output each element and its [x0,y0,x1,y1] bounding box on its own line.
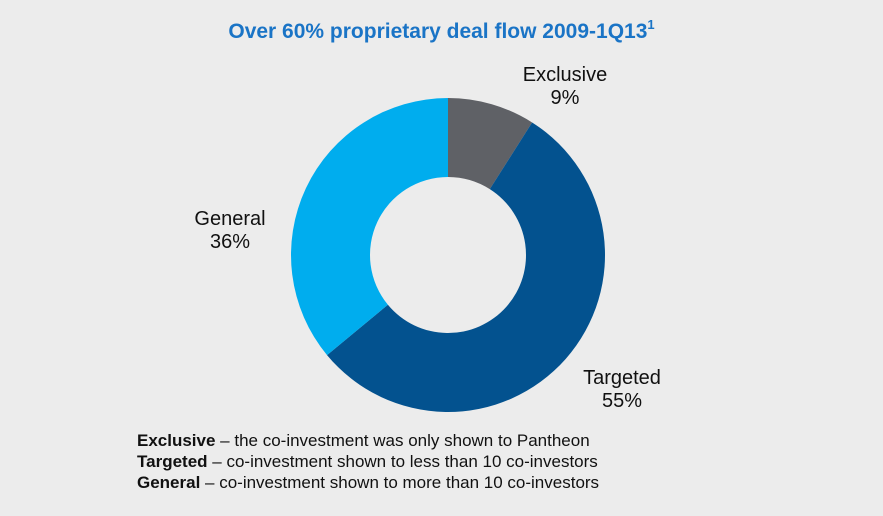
label-general: General 36% [175,208,285,254]
label-exclusive-value: 9% [550,87,580,109]
footnotes: Exclusive – the co-investment was only s… [137,430,599,493]
title-footnote-marker: 1 [647,17,655,32]
footnote-exclusive-term: Exclusive [137,431,216,450]
chart-title: Over 60% proprietary deal flow 2009-1Q13… [0,17,883,44]
label-targeted: Targeted 55% [562,367,682,413]
footnote-general-term: General [137,473,201,492]
label-general-name: General [194,208,266,230]
label-general-value: 36% [209,231,251,253]
label-targeted-name: Targeted [583,367,661,389]
footnote-general: General – co-investment shown to more th… [137,472,599,493]
footnote-exclusive: Exclusive – the co-investment was only s… [137,430,599,451]
label-exclusive: Exclusive 9% [500,64,630,110]
chart-title-text: Over 60% proprietary deal flow 2009-1Q13 [228,20,648,43]
footnote-exclusive-text: – the co-investment was only shown to Pa… [215,431,590,450]
slice-exclusive [448,98,533,190]
footnote-targeted-text: – co-investment shown to less than 10 co… [207,452,598,471]
slice-targeted [327,122,605,412]
slice-general [290,98,448,356]
footnote-targeted-term: Targeted [137,452,208,471]
footnote-targeted: Targeted – co-investment shown to less t… [137,451,599,472]
label-targeted-value: 55% [601,390,643,412]
label-exclusive-name: Exclusive [522,64,608,86]
footnote-general-text: – co-investment shown to more than 10 co… [200,473,600,492]
